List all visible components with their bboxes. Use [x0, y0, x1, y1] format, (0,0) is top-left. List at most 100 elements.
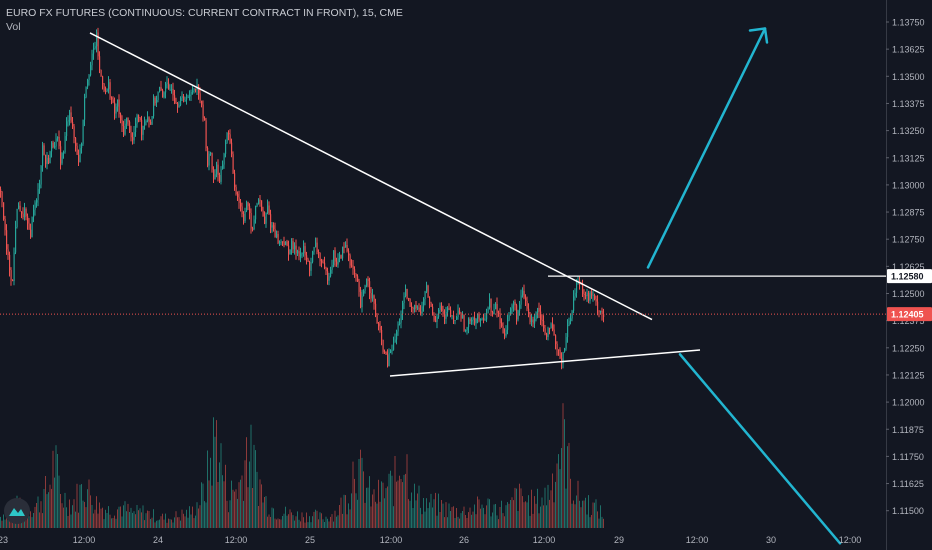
volume-bar — [343, 494, 345, 528]
volume-bar — [516, 488, 517, 528]
candle-body — [163, 92, 165, 98]
candle-body — [385, 352, 387, 355]
candle-body — [249, 206, 251, 213]
volume-bar — [577, 480, 579, 528]
volume-bar — [388, 473, 390, 528]
candle-body — [366, 278, 368, 286]
candle-body — [132, 137, 134, 141]
volume-bar — [321, 513, 322, 528]
candle-body — [73, 126, 75, 138]
tradingview-logo-icon[interactable] — [4, 498, 30, 524]
candle-body — [403, 296, 405, 304]
volume-bar — [573, 500, 574, 528]
candle-body — [355, 274, 357, 277]
volume-bar — [316, 510, 318, 528]
volume-bar — [550, 490, 552, 528]
volume-bar — [178, 517, 180, 528]
volume-bar — [243, 500, 244, 528]
candle-body — [325, 267, 327, 272]
time-tick-label: 29 — [614, 535, 624, 545]
volume-bar — [436, 515, 438, 528]
candle-body — [546, 333, 548, 337]
volume-bar — [231, 480, 232, 528]
volume-bar — [400, 479, 402, 528]
candle-body — [376, 315, 378, 324]
volume-bar — [180, 520, 181, 528]
candle-body — [184, 100, 186, 101]
price-axis: 1.13750 1.13625 1.13500 1.13375 1.13250 1.131… — [886, 0, 932, 550]
volume-bar — [102, 507, 103, 528]
volume-bar — [153, 509, 154, 528]
volume-bar — [127, 503, 129, 528]
volume-bar — [517, 511, 519, 528]
candle-body — [600, 310, 602, 312]
price-tick-label: 1.11750 — [892, 452, 924, 462]
candle-body — [111, 97, 113, 100]
volume-bar — [252, 488, 253, 528]
candle-body — [15, 227, 17, 253]
resistance-price-label-bg — [887, 269, 932, 284]
candle-body — [81, 143, 83, 149]
volume-bar — [192, 506, 193, 528]
volume-bar — [141, 512, 142, 528]
candle-body — [79, 148, 81, 163]
volume-bar — [97, 513, 99, 528]
volume-bar — [285, 506, 286, 528]
candle-body — [69, 112, 71, 121]
candle-body — [0, 189, 2, 192]
candle-body — [375, 303, 377, 316]
volume-bar — [172, 522, 174, 528]
volume-bar — [487, 498, 489, 528]
volume-bar — [438, 493, 439, 528]
candle-body — [1, 191, 3, 203]
volume-bar — [75, 511, 76, 528]
volume-bar — [190, 514, 192, 528]
volume-bar — [145, 513, 147, 528]
candle-body — [322, 262, 324, 264]
volume-bar — [277, 518, 279, 528]
candle-body — [175, 102, 177, 104]
candle-body — [169, 89, 171, 91]
candle-body — [13, 252, 15, 282]
volume-bar — [52, 450, 54, 528]
candle-body — [328, 276, 330, 281]
candle-body — [502, 326, 504, 334]
candle-body — [309, 262, 311, 271]
volume-bar — [571, 503, 573, 528]
volume-bar — [513, 500, 514, 528]
volume-bar — [222, 475, 223, 528]
volume-bar — [219, 462, 220, 528]
candle-body — [331, 265, 333, 270]
volume-bar — [337, 515, 339, 528]
volume-bar — [255, 450, 256, 528]
candle-body — [90, 65, 92, 76]
volume-bar — [318, 519, 319, 528]
volume-bar — [597, 511, 598, 528]
down-arrow — [678, 353, 842, 545]
candle-body — [367, 278, 369, 282]
volume-bar — [64, 492, 66, 528]
candle-body — [421, 306, 423, 314]
volume-indicator-label[interactable]: Vol — [6, 21, 21, 33]
candle-body — [30, 229, 32, 238]
candle-body — [226, 133, 228, 143]
candle-body — [57, 136, 59, 139]
volume-bar — [426, 498, 427, 528]
candle-body — [532, 319, 534, 324]
candle-body — [21, 211, 23, 214]
volume-bar — [391, 475, 393, 528]
volume-bar — [264, 497, 265, 528]
volume-bar — [276, 519, 277, 528]
symbol-title[interactable]: EURO FX FUTURES (CONTINUOUS: CURRENT CON… — [6, 7, 403, 19]
candle-body — [370, 293, 372, 299]
candle-body — [210, 153, 212, 155]
volume-bar — [451, 507, 453, 528]
candle-body — [595, 299, 597, 302]
volume-bar — [376, 503, 378, 528]
candle-body — [373, 295, 375, 304]
candle-body — [603, 314, 605, 317]
candle-body — [562, 352, 564, 364]
volume-bar — [495, 504, 496, 528]
volume-bar — [177, 517, 178, 528]
